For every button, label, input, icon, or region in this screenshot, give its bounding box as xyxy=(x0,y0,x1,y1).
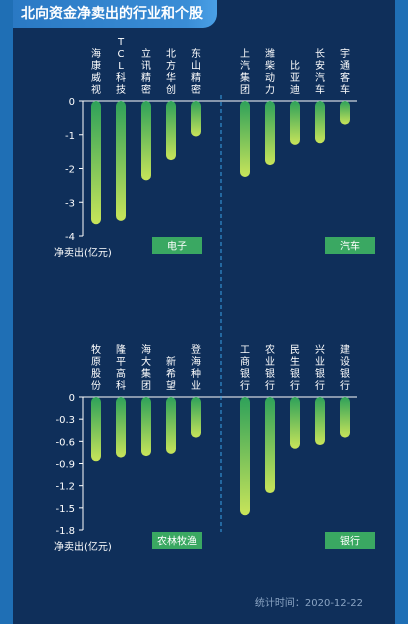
category-label: 上汽集团 xyxy=(240,48,250,96)
chart-panel: 北向资金净卖出的行业和个股 0 -1 -2 -3 -4 净卖出(亿元) 海康威视 T C L 科技 立… xyxy=(13,0,395,624)
bar xyxy=(315,397,325,446)
bar xyxy=(141,101,151,181)
group-tag xyxy=(325,237,375,254)
category-label: 建设银行 xyxy=(340,343,350,392)
bar xyxy=(116,101,126,221)
category-label: 比亚迪 xyxy=(290,60,300,96)
category-label: 潍柴动力 xyxy=(265,48,275,96)
bar xyxy=(91,397,101,462)
y-tick-label: 0 xyxy=(69,393,75,404)
bar xyxy=(265,101,275,166)
category-label: 海大集团 xyxy=(141,343,151,392)
bar xyxy=(290,101,300,145)
bar xyxy=(290,397,300,449)
y-tick-label: -0.3 xyxy=(55,415,75,426)
category-label: 工商银行 xyxy=(240,345,250,392)
group-tag-label: 汽车 xyxy=(340,240,360,253)
group-tag-label: 银行 xyxy=(340,535,360,548)
category-label: 登海种业 xyxy=(191,343,201,392)
y-tick-label: 0 xyxy=(69,97,75,108)
y-tick-label: -1.2 xyxy=(55,482,75,493)
category-label: 海康威视 xyxy=(91,47,101,96)
group-tag xyxy=(152,237,202,254)
y-tick-label: -1.5 xyxy=(55,504,75,515)
page-title: 北向资金净卖出的行业和个股 xyxy=(13,0,217,28)
y-tick-label: -4 xyxy=(65,232,75,243)
group-tag xyxy=(325,532,375,549)
category-label: 宇通客车 xyxy=(340,47,350,96)
y-tick-label: -3 xyxy=(65,198,75,209)
chart-panel-2: 0 -0.3 -0.6 -0.9 -1.2 -1.5 -1.8 净卖出(亿元) 牧原股份 隆平高科… xyxy=(54,343,375,553)
bar xyxy=(116,397,126,458)
y-tick-label: -1 xyxy=(65,131,75,142)
bar xyxy=(240,397,250,516)
category-label: 隆平高科 xyxy=(116,343,126,392)
group-tag-label: 电子 xyxy=(167,240,187,253)
y-tick-label: -1.8 xyxy=(55,526,75,537)
category-label: 民生银行 xyxy=(290,344,300,392)
bar xyxy=(240,101,250,177)
bar xyxy=(166,397,176,454)
category-label: 立讯精密 xyxy=(141,47,151,96)
bar xyxy=(265,397,275,494)
bar xyxy=(191,101,201,137)
category-label: 长安汽车 xyxy=(315,48,325,96)
bar xyxy=(340,397,350,438)
y-tick-label: -2 xyxy=(65,165,75,176)
bar xyxy=(315,101,325,144)
category-label: T C L 科技 xyxy=(116,37,126,96)
bar xyxy=(166,101,176,161)
category-label: 东山精密 xyxy=(191,47,201,96)
footer-stamp: 统计时间：2020-12-22 xyxy=(255,596,363,609)
category-label: 农业银行 xyxy=(265,343,275,392)
category-label: 新希望 xyxy=(166,355,176,392)
bar xyxy=(91,101,101,225)
bar xyxy=(340,101,350,125)
bar xyxy=(191,397,201,438)
category-label: 牧原股份 xyxy=(91,343,101,392)
y-tick-label: -0.6 xyxy=(55,437,75,448)
y-tick-label: -0.9 xyxy=(55,460,75,471)
group-tag xyxy=(152,532,202,549)
category-label: 兴业银行 xyxy=(315,344,325,392)
y-axis-label: 净卖出(亿元) xyxy=(54,540,112,553)
group-tag-label: 农林牧渔 xyxy=(157,535,197,548)
bar xyxy=(141,397,151,457)
y-axis-label: 净卖出(亿元) xyxy=(54,246,112,259)
category-label: 北方华创 xyxy=(166,48,176,96)
